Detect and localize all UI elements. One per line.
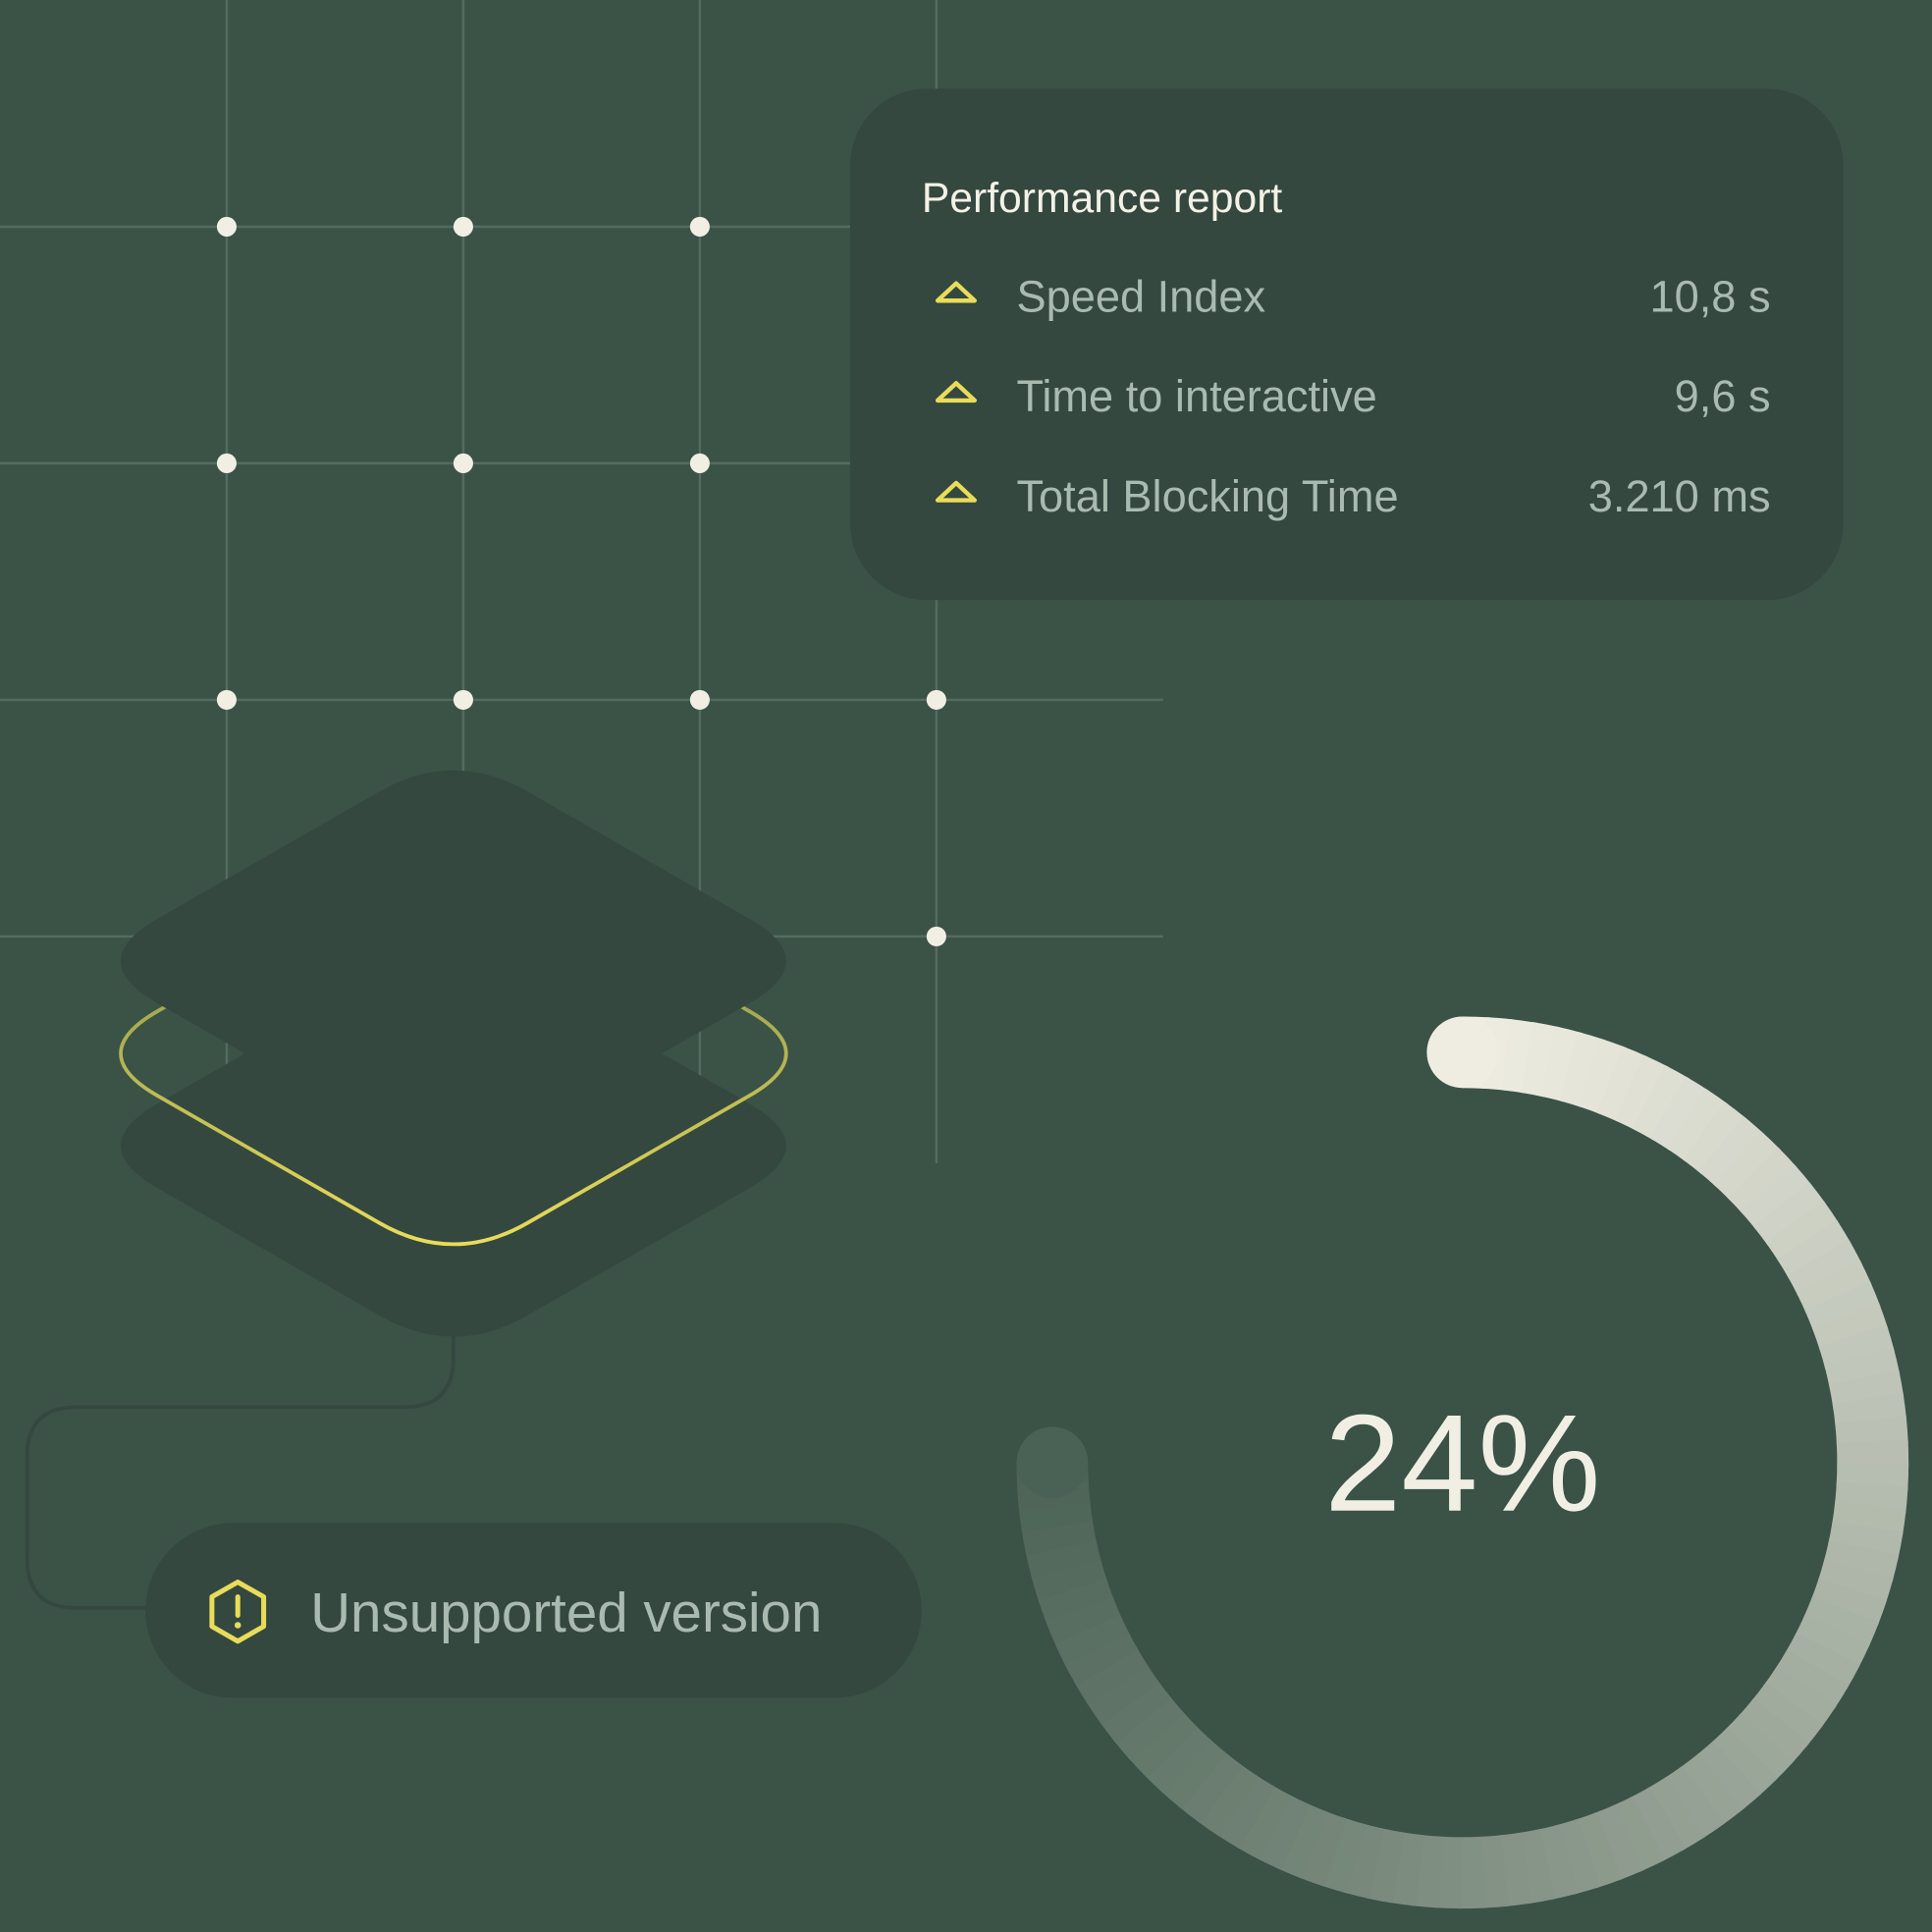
metric-row: Total Blocking Time 3.210 ms — [935, 471, 1771, 521]
score-ring — [1016, 1016, 1909, 1909]
metric-label: Time to interactive — [1016, 371, 1376, 421]
metric-row: Speed Index 10,8 s — [935, 272, 1771, 322]
grid-dot — [689, 689, 710, 710]
metric-value: 9,6 s — [1675, 371, 1771, 421]
grid-dot — [453, 216, 473, 237]
layers-illustration — [25, 770, 788, 1610]
metric-label: Speed Index — [1016, 272, 1265, 322]
score-ring-cap — [1426, 1016, 1499, 1089]
background-grid — [0, 0, 1163, 1163]
status-label: Unsupported version — [310, 1582, 822, 1643]
performance-report-card: Performance report Speed Index 10,8 s Time… — [850, 88, 1844, 601]
warning-hexagon-icon — [209, 1580, 267, 1644]
grid-dot — [689, 453, 710, 473]
warning-triangle-icon — [935, 381, 977, 403]
warning-triangle-icon — [935, 281, 977, 303]
connector-line — [25, 1257, 456, 1610]
warning-triangle-icon — [935, 480, 977, 503]
grid-dot — [926, 926, 946, 946]
metric-value: 10,8 s — [1650, 272, 1771, 322]
score-percent: 24% — [1324, 1386, 1600, 1540]
status-pill-background — [145, 1523, 922, 1698]
grid-dot — [453, 453, 473, 473]
grid-dot — [926, 689, 946, 710]
status-pill: Unsupported version — [145, 1523, 922, 1698]
grid-dot — [216, 689, 237, 710]
grid-dot — [689, 216, 710, 237]
layer-top — [121, 770, 786, 1153]
grid-dot — [216, 216, 237, 237]
card-title: Performance report — [922, 175, 1283, 222]
card-background — [850, 88, 1844, 601]
metric-row: Time to interactive 9,6 s — [935, 371, 1771, 421]
metric-label: Total Blocking Time — [1016, 471, 1398, 521]
metric-value: 3.210 ms — [1588, 471, 1771, 521]
grid-dot — [216, 453, 237, 473]
score-ring-cap — [1016, 1426, 1089, 1499]
grid-dot — [453, 689, 473, 710]
